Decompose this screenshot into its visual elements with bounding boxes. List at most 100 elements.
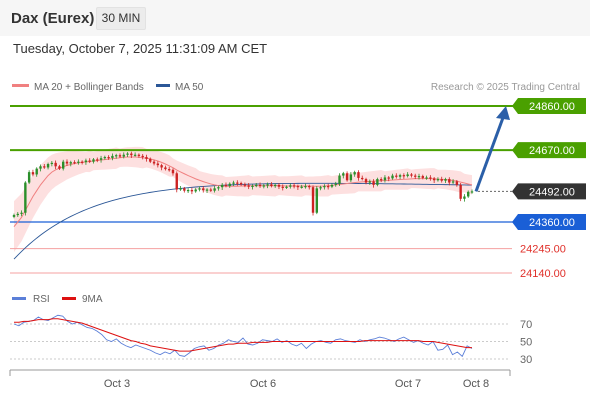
candle-body bbox=[84, 160, 88, 163]
candle-body bbox=[111, 155, 114, 158]
candle-body bbox=[281, 186, 284, 188]
x-tick-label: Oct 6 bbox=[250, 378, 276, 390]
candle-body bbox=[224, 184, 228, 187]
candle-body bbox=[255, 184, 258, 187]
candle-body bbox=[58, 166, 61, 169]
candle-body bbox=[251, 185, 254, 188]
candle-body bbox=[175, 173, 178, 190]
candle-body bbox=[236, 182, 239, 184]
candle-body bbox=[262, 185, 266, 187]
level-label-support_secondary: 24245.00 bbox=[520, 244, 566, 256]
rsi-tick-label: 70 bbox=[520, 319, 532, 331]
candle-body bbox=[414, 175, 417, 177]
candle-body bbox=[35, 168, 38, 175]
rsi-legend: RSI 9MA bbox=[12, 294, 103, 305]
ma50-line bbox=[13, 182, 473, 260]
candle-body bbox=[133, 154, 137, 156]
candle-body bbox=[364, 179, 368, 183]
candle-body bbox=[232, 182, 235, 184]
candle-body bbox=[65, 161, 69, 164]
level-label-support_secondary: 24140.00 bbox=[520, 268, 566, 280]
candle-body bbox=[323, 186, 326, 188]
candle-body bbox=[436, 179, 440, 181]
candle-body bbox=[205, 189, 209, 191]
candle-body bbox=[96, 159, 99, 161]
chart-legend: MA 20 + Bollinger Bands MA 50 Research ©… bbox=[12, 82, 580, 93]
chart-datetime: Tuesday, October 7, 2025 11:31:09 AM CET bbox=[13, 41, 268, 56]
candle-body bbox=[273, 184, 277, 187]
level-tag-resistance bbox=[512, 98, 586, 114]
candle-body bbox=[425, 177, 428, 179]
candle-body bbox=[296, 186, 300, 188]
candle-body bbox=[398, 175, 402, 177]
candle-body bbox=[372, 181, 375, 185]
candle-body bbox=[410, 174, 413, 176]
level-tag-current bbox=[512, 183, 586, 200]
candle-body bbox=[156, 163, 160, 166]
candle-body bbox=[209, 189, 213, 191]
candle-body bbox=[451, 181, 455, 183]
level-label-current: 24492.00 bbox=[529, 186, 575, 198]
candle-body bbox=[429, 177, 432, 179]
header-bar: Dax (Eurex) 30 MIN bbox=[0, 0, 590, 36]
candle-body bbox=[77, 161, 80, 163]
candle-body bbox=[20, 212, 23, 214]
candle-body bbox=[12, 215, 16, 217]
candle-body bbox=[421, 176, 424, 178]
rsi-legend-swatch bbox=[12, 297, 26, 300]
candle-body bbox=[247, 185, 250, 187]
candle-body bbox=[62, 161, 65, 169]
candle-body bbox=[130, 153, 133, 156]
candle-body bbox=[99, 158, 103, 160]
candle-body bbox=[470, 191, 474, 193]
candle-body bbox=[92, 159, 95, 162]
candle-body bbox=[353, 172, 356, 175]
candle-body bbox=[467, 191, 470, 197]
candle-body bbox=[444, 179, 447, 181]
candle-body bbox=[243, 184, 247, 186]
candle-body bbox=[103, 157, 107, 159]
candle-body bbox=[145, 157, 148, 159]
candle-body bbox=[319, 187, 322, 189]
candle-body bbox=[39, 166, 42, 169]
candle-body bbox=[194, 189, 197, 192]
research-credit: Research © 2025 Trading Central bbox=[431, 82, 580, 93]
candle-body bbox=[315, 188, 319, 213]
candle-body bbox=[334, 183, 337, 185]
candle-body bbox=[152, 161, 156, 164]
candle-body bbox=[379, 179, 383, 181]
candle-body bbox=[179, 188, 182, 190]
ma20-legend-label: MA 20 + Bollinger Bands bbox=[34, 82, 144, 93]
candle-body bbox=[126, 153, 129, 155]
candle-body bbox=[122, 154, 125, 157]
candle-body bbox=[440, 179, 443, 181]
candle-body bbox=[24, 182, 27, 213]
x-tick-label: Oct 8 bbox=[463, 378, 489, 390]
candle-body bbox=[338, 175, 341, 184]
candle-body bbox=[330, 184, 334, 187]
candle-body bbox=[455, 181, 459, 185]
timeframe-button[interactable]: 30 MIN bbox=[96, 7, 146, 30]
rsi-ma-line bbox=[14, 318, 472, 352]
candle-body bbox=[308, 186, 311, 188]
candle-body bbox=[463, 196, 466, 199]
ma9-legend-label: 9MA bbox=[82, 294, 103, 305]
candle-body bbox=[220, 184, 224, 188]
level-label-resistance: 24860.00 bbox=[529, 101, 575, 113]
level-label-support: 24360.00 bbox=[529, 217, 575, 229]
candle-body bbox=[46, 164, 50, 168]
candle-body bbox=[31, 172, 35, 175]
x-tick-label: Oct 3 bbox=[104, 378, 130, 390]
candle-body bbox=[402, 175, 406, 177]
candle-body bbox=[266, 184, 269, 186]
candle-body bbox=[406, 174, 409, 177]
candle-body bbox=[376, 179, 379, 185]
candle-body bbox=[213, 188, 216, 191]
candle-body bbox=[292, 185, 296, 187]
candle-body bbox=[80, 161, 84, 163]
candle-body bbox=[289, 185, 292, 187]
candle-body bbox=[277, 184, 281, 187]
ma9-legend-swatch bbox=[62, 297, 76, 300]
candle-body bbox=[186, 189, 190, 192]
price-level-labels: 24860.00 24670.00 24492.00 24360.00 24245.00… bbox=[512, 98, 586, 280]
